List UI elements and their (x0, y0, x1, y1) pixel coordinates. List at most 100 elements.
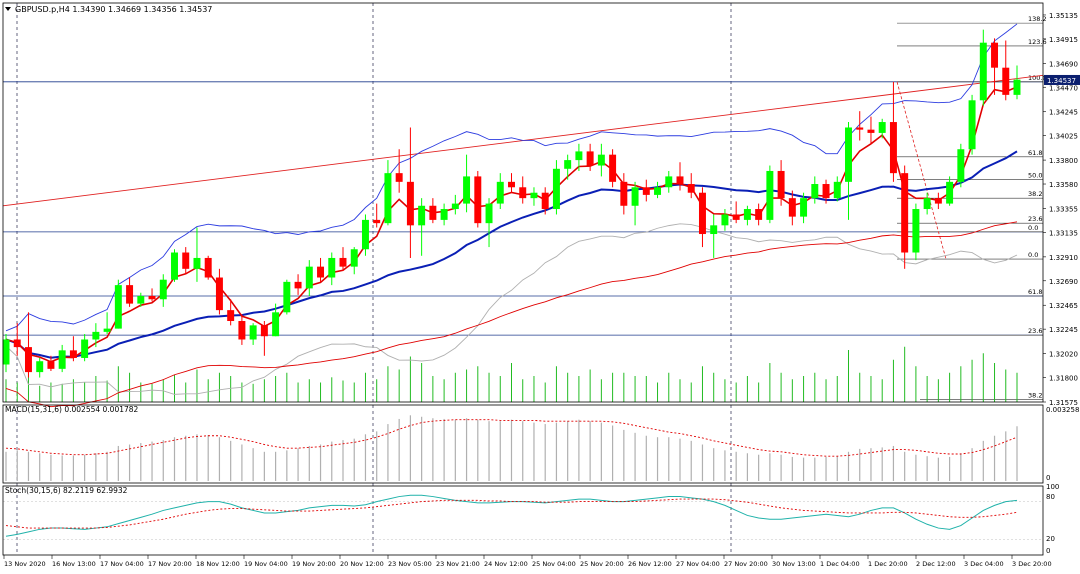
candle-body (743, 209, 751, 220)
stoch-panel-frame (2, 485, 1044, 556)
price-axis-label: 1.34245 (1049, 109, 1078, 117)
chart-header: GBPUSD.p,H4 1.34390 1.34669 1.34356 1.34… (15, 5, 212, 14)
candle-body (710, 225, 718, 235)
candle-body (508, 181, 515, 188)
candle-body (552, 168, 560, 210)
candle-body (654, 187, 662, 195)
fib-level-label: 50.0 (1028, 172, 1042, 180)
fib-trend-dashed (896, 81, 947, 260)
fib-level-label: 61.8 (1028, 288, 1042, 296)
price-axis-label: 1.31800 (1049, 375, 1078, 383)
candle-body (36, 361, 44, 373)
price-axis-label: 1.32020 (1049, 351, 1078, 359)
time-axis-label: 23 Nov 05:00 (388, 560, 432, 568)
candle-body (721, 214, 729, 226)
price-axis-label: 1.31575 (1049, 399, 1078, 407)
candle-body (845, 127, 852, 182)
grid-lines (16, 3, 732, 555)
candle-body (800, 198, 808, 217)
time-axis-label: 27 Nov 20:00 (724, 560, 768, 568)
candle-body (294, 281, 302, 289)
candle-body (215, 277, 223, 311)
candle-body (305, 266, 313, 289)
candle-body (968, 100, 976, 150)
candle-body (227, 310, 235, 322)
candle-body (586, 151, 594, 166)
price-axis-label: 1.34915 (1049, 36, 1078, 44)
candle-body (620, 181, 628, 206)
candle-body (957, 149, 965, 182)
candle-body (373, 219, 381, 224)
candle-body (339, 257, 347, 267)
candle-body (665, 176, 673, 188)
price-axis-label: 1.32690 (1049, 278, 1078, 286)
candle-body (1013, 79, 1021, 95)
candle-body (856, 127, 864, 130)
candle-body (350, 249, 358, 267)
time-axis-label: 20 Nov 12:00 (340, 560, 384, 568)
candle-body (24, 347, 32, 373)
fib-level-label: 100.0 (1028, 74, 1047, 82)
candle-body (406, 181, 414, 226)
candle-body (496, 181, 504, 204)
fib-level-label: 123.6 (1028, 38, 1047, 46)
candle-body (609, 154, 617, 182)
fib-level-label: 0.0 (1028, 251, 1038, 259)
price-axis-label: 1.33135 (1049, 229, 1078, 237)
candle-body (47, 361, 55, 369)
candle-body (687, 184, 695, 193)
current-price-tag (1044, 74, 1080, 85)
candle-body (317, 266, 325, 278)
candle-body (676, 176, 684, 185)
time-axis-label: 18 Nov 12:00 (196, 560, 240, 568)
candle-body (272, 312, 280, 337)
time-axis-label: 25 Nov 04:00 (532, 560, 576, 568)
price-axis-label: 1.33800 (1049, 157, 1078, 165)
price-axis-label: 1.32465 (1049, 302, 1078, 310)
candle-body (114, 285, 122, 329)
collapse-arrow-icon[interactable] (5, 7, 11, 11)
candle-body (395, 173, 403, 182)
macd-panel-frame (2, 404, 1044, 484)
candle-body (429, 205, 437, 220)
time-axis-label: 1 Dec 04:00 (820, 560, 860, 568)
price-axis-label: 1.35135 (1049, 12, 1078, 20)
candle-body (137, 295, 145, 304)
candle-body (451, 203, 459, 210)
candlesticks (2, 29, 1021, 378)
macd-axis-top: 0.003258 (1046, 406, 1079, 414)
candle-body (283, 281, 291, 313)
candle-body (2, 339, 10, 365)
candle-body (148, 295, 156, 300)
macd-label: MACD(15,31,6) 0.002554 0.001782 (5, 405, 139, 414)
bollinger-lower-line (5, 223, 1018, 395)
time-axis-label: 3 Dec 20:00 (1012, 560, 1052, 568)
candle-body (923, 198, 931, 210)
price-axis-label: 1.34025 (1049, 133, 1078, 141)
candle-body (440, 209, 448, 220)
fib-level-label: 23.6 (1028, 215, 1042, 223)
candle-body (69, 350, 77, 358)
candle-body (901, 173, 909, 253)
candle-body (755, 209, 763, 220)
candle-body (698, 192, 706, 235)
time-axis-label: 24 Nov 12:00 (484, 560, 528, 568)
long-ma-line (5, 221, 1018, 408)
price-axis-label: 1.34690 (1049, 60, 1078, 68)
candle-body (463, 176, 471, 204)
time-axis-label: 27 Nov 04:00 (676, 560, 720, 568)
time-axis-label: 23 Nov 21:00 (436, 560, 480, 568)
candle-body (889, 122, 897, 174)
candle-body (642, 187, 650, 195)
candle-body (249, 325, 257, 340)
time-axis-label: 13 Nov 2020 (4, 560, 46, 568)
candle-body (833, 181, 841, 199)
macd-axis-zero: 0 (1046, 474, 1050, 482)
macd-signal-line (5, 419, 1018, 457)
candle-body (732, 214, 740, 220)
candle-body (384, 173, 392, 224)
candle-body (912, 209, 920, 253)
